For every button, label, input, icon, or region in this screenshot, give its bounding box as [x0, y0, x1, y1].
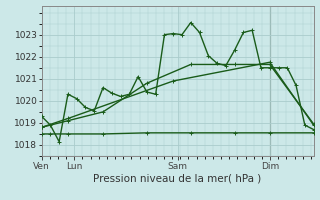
X-axis label: Pression niveau de la mer( hPa ): Pression niveau de la mer( hPa )	[93, 173, 262, 183]
